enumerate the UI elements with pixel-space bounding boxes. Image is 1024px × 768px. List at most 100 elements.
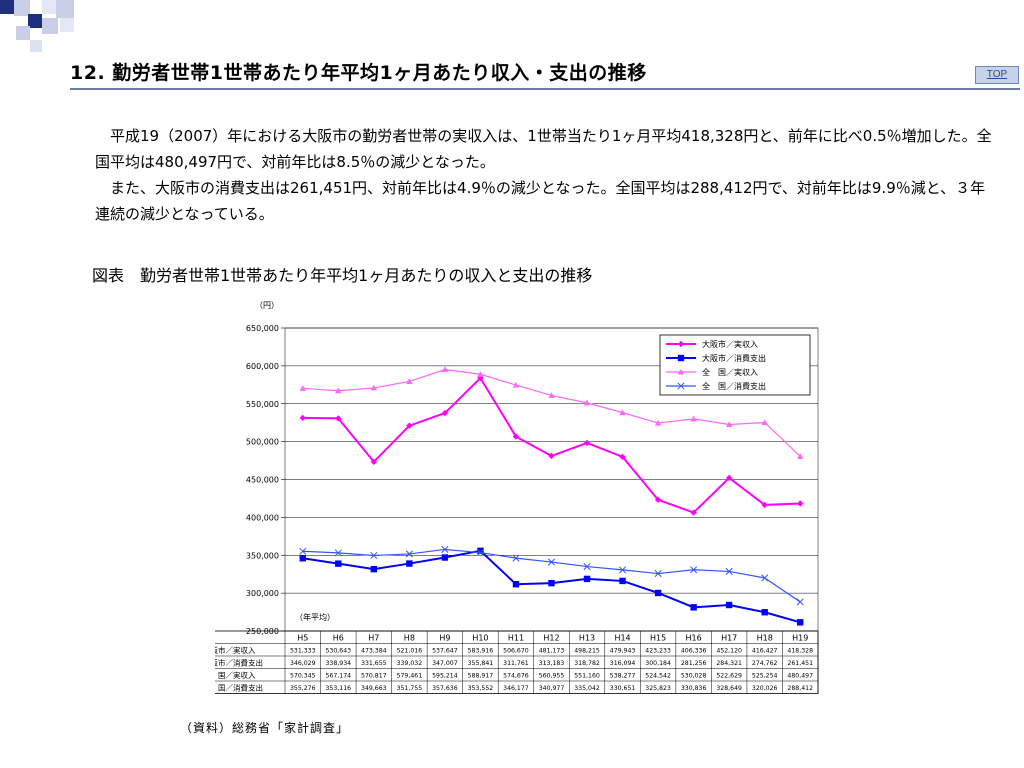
data-label: 498,215 <box>574 647 600 654</box>
y-tick-label: 600,000 <box>246 362 279 371</box>
data-point <box>583 563 591 571</box>
data-point <box>512 381 520 388</box>
x-tick-label: H8 <box>404 634 415 643</box>
data-label: 570,817 <box>361 672 387 679</box>
y-tick-label: 450,000 <box>246 476 279 485</box>
top-link-button[interactable]: TOP <box>975 66 1019 84</box>
y-tick-label: 300,000 <box>246 589 279 598</box>
data-label: 473,384 <box>361 647 387 654</box>
title-divider <box>70 88 1020 90</box>
data-point <box>334 549 342 557</box>
data-point-stroke <box>583 563 591 571</box>
data-label: 311,761 <box>503 660 529 667</box>
data-point <box>477 371 484 377</box>
source-note: （資料）総務省「家計調査」 <box>180 721 350 735</box>
data-point <box>654 419 662 426</box>
data-label: 351,755 <box>397 685 423 692</box>
x-tick-label: H5 <box>297 634 308 643</box>
data-label: 284,321 <box>716 660 742 667</box>
data-label: 583,916 <box>468 647 494 654</box>
page-title: 12. 勤労者世帯1世帯あたり年平均1ヶ月あたり収入・支出の推移 <box>70 62 647 84</box>
data-point <box>441 545 449 554</box>
data-point <box>370 551 378 560</box>
data-label: 353,552 <box>468 685 494 692</box>
data-point <box>583 439 591 447</box>
data-point <box>677 340 685 348</box>
data-point <box>512 433 520 440</box>
data-point <box>441 366 449 373</box>
data-point <box>654 496 662 503</box>
data-point <box>335 387 342 394</box>
data-point <box>619 409 626 416</box>
series-line <box>302 548 801 603</box>
line-chart: （円） 250,000 300,000 350,000 400,000 450,000 50… <box>215 301 819 694</box>
body-paragraph-2-text: また、大阪市の消費支出は261,451円、対前年比は4.9％の減少となった。全国… <box>95 179 986 223</box>
data-label: 320,026 <box>752 685 778 692</box>
data-label: 316,094 <box>610 660 636 667</box>
data-label: 574,676 <box>503 672 529 679</box>
data-label: 313,183 <box>539 660 565 667</box>
corner-square-1 <box>0 0 14 14</box>
table-series-name: 大阪市／消費支出 <box>215 657 263 667</box>
data-point <box>477 547 484 555</box>
data-point <box>619 453 626 461</box>
data-point <box>547 558 556 566</box>
corner-square-7 <box>16 26 30 40</box>
data-point <box>299 414 306 422</box>
data-point <box>619 577 626 585</box>
data-point-stroke <box>654 570 662 578</box>
y-tick-label: 500,000 <box>246 438 279 447</box>
data-point <box>335 415 342 422</box>
x-tick-label: H7 <box>368 634 379 643</box>
y-unit-label: （円） <box>255 301 279 310</box>
data-label: 349,663 <box>361 685 387 692</box>
data-label: 423,233 <box>645 647 671 654</box>
data-label: 579,461 <box>397 672 423 679</box>
x-tick-label: H12 <box>543 634 559 643</box>
data-point <box>583 575 591 583</box>
y-tick-label: 350,000 <box>246 551 279 560</box>
x-tick-label: H9 <box>439 634 450 643</box>
data-point <box>725 474 733 482</box>
data-point <box>677 382 685 390</box>
data-label: 567,174 <box>326 672 352 679</box>
data-label: 538,277 <box>610 672 636 679</box>
data-point <box>406 560 413 567</box>
x-tick-label: H14 <box>614 634 630 643</box>
data-point <box>690 566 698 574</box>
data-point-stroke <box>512 554 520 562</box>
data-point-stroke <box>299 547 307 555</box>
data-label: 595,214 <box>432 672 458 679</box>
x-tick-label: H16 <box>686 634 702 643</box>
table-series-name: 大阪市／実収入 <box>215 645 256 655</box>
legend-entry: 全 国／消費支出 <box>702 381 766 391</box>
body-paragraph-1-text: 平成19（2007）年における大阪市の勤労者世帯の実収入は、1世帯当たり1ヶ月平… <box>95 127 992 171</box>
table-series-name: 全 国／実収入 <box>215 670 256 680</box>
corner-square-6 <box>42 18 58 34</box>
data-point <box>725 601 733 609</box>
data-label: 328,649 <box>716 685 742 692</box>
corner-square-8 <box>60 18 74 32</box>
data-point <box>583 399 591 406</box>
data-label: 479,943 <box>610 647 636 654</box>
data-label: 325,823 <box>645 685 671 692</box>
x-tick-label: H6 <box>333 634 344 643</box>
data-point <box>619 566 627 574</box>
legend-entry: 大阪市／実収入 <box>702 339 758 349</box>
data-label: 330,651 <box>610 685 636 692</box>
data-label: 353,116 <box>326 685 352 692</box>
data-label: 521,016 <box>397 647 423 654</box>
data-point <box>441 554 449 561</box>
x-unit-label: （年平均） <box>295 612 335 622</box>
data-label: 338,934 <box>326 660 352 667</box>
x-tick-label: H19 <box>792 634 808 643</box>
data-point <box>512 581 520 588</box>
corner-square-5 <box>56 0 74 18</box>
data-point <box>725 421 733 428</box>
data-label: 531,333 <box>290 647 316 654</box>
data-label: 261,451 <box>787 660 813 667</box>
data-label: 335,042 <box>574 685 600 692</box>
data-label: 355,276 <box>290 685 316 692</box>
data-label: 330,836 <box>681 685 707 692</box>
data-point <box>797 453 804 459</box>
